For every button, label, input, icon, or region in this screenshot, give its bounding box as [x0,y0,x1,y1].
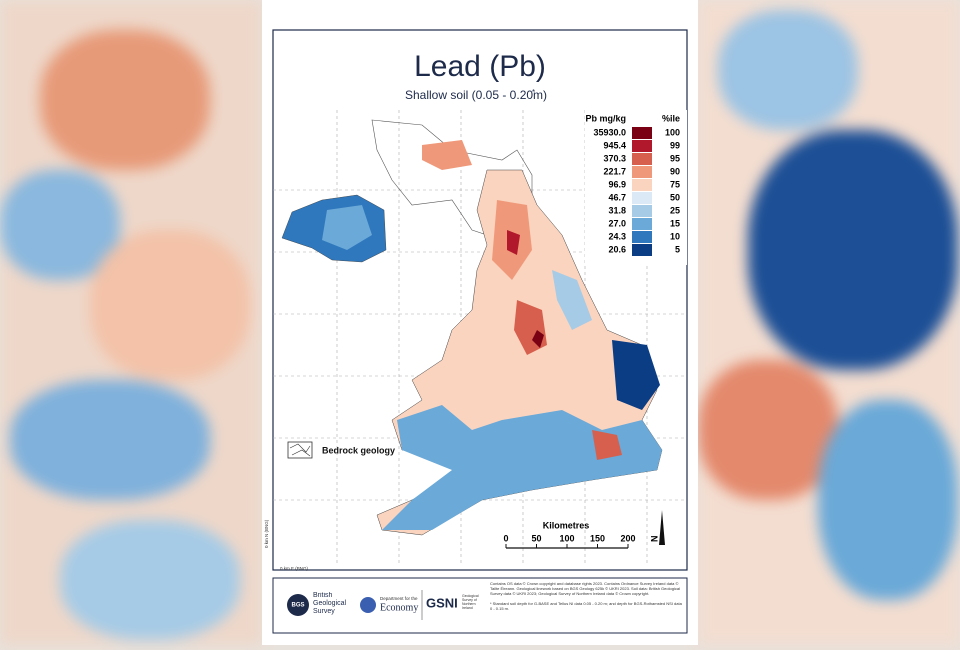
legend-value: 31.8 [608,205,626,215]
legend-value: 945.4 [603,140,626,150]
legend-value: 96.9 [608,179,626,189]
legend-percentile: 15 [670,218,680,228]
gsni-name: GSNI [426,595,458,610]
gsni-small-box: Geological Survey of Northern Ireland [462,594,479,610]
economy-small: Department for the [380,596,418,601]
north-arrow [659,510,665,545]
legend-swatch [632,140,652,152]
scale-bar: Kilometres 0 50 100 150 200 [503,520,636,549]
legend-percentile: 75 [670,179,680,189]
legend-value: 27.0 [608,218,626,228]
legend-swatch [632,153,652,165]
title: Lead (Pb) [414,50,546,83]
legend-value: 35930.0 [593,127,626,137]
legend-percentile: 10 [670,231,680,241]
credits-box: Contains OS data © Crown copyright and d… [490,581,684,611]
credits-text: Contains OS data © Crown copyright and d… [490,581,680,596]
legend-percentile: 5 [675,244,680,254]
legend-swatch [632,127,652,139]
subtitle: Shallow soil (0.05 - 0.20m) [405,88,547,102]
bgs-logo-text: BGS [291,603,304,609]
bgs-logo [287,594,309,616]
legend-percentile: 50 [670,192,680,202]
footnote-mark: * [532,88,535,97]
legend-value: 370.3 [603,153,626,163]
poster: Lead (Pb) Shallow soil (0.05 - 0.20m) * … [262,0,698,645]
map-sheet: Lead (Pb) Shallow soil (0.05 - 0.20m) * … [264,29,688,634]
scale-tick-label: 150 [590,533,605,543]
legend-swatch [632,192,652,204]
north-label: N [649,536,659,543]
scale-tick-label: 50 [531,533,541,543]
axis-north-label: 0 km N (BNG) [264,519,269,548]
legend-percentile: 25 [670,205,680,215]
footer-frame [272,577,688,634]
scale-tick-label: 0 [503,533,508,543]
credits: Contains OS data © Crown copyright and d… [490,581,684,611]
bedrock-swatch [287,441,313,459]
legend-percentile: 99 [670,140,680,150]
scale-tick-label: 100 [559,533,574,543]
legend-value: 20.6 [608,244,626,254]
legend-value: 46.7 [608,192,626,202]
legend-heading: Pb mg/kg [585,113,626,123]
legend-swatch [632,166,652,178]
bgs-name-box: British Geological Survey [313,592,347,615]
bedrock-pattern [289,443,311,457]
legend-swatch [632,218,652,230]
frame [272,29,688,571]
economy-logo [360,597,376,613]
legend-value: 221.7 [603,166,626,176]
legend-percentile: 90 [670,166,680,176]
legend-swatch [632,179,652,191]
legend-heading: %ile [662,113,680,123]
blurred-background [698,0,960,645]
legend: Pb mg/kg %ile 35930.0 100 945.4 99 370.3 95 22… [585,110,687,265]
axis-east-label: 0 km E (BNG) [280,566,309,571]
legend-swatch [632,231,652,243]
bedrock-label: Bedrock geology [322,445,395,455]
economy-name: Economy [380,602,418,613]
legend-percentile: 100 [665,127,680,137]
legend-value: 24.3 [608,231,626,241]
legend-swatch [632,205,652,217]
scale-title: Kilometres [543,520,590,530]
footnote: * Standard soil depth for G-BASE and Tel… [490,601,682,611]
legend-swatch [632,244,652,256]
gsni-small: Geological Survey of Northern Ireland [462,594,479,610]
map [281,119,663,536]
scale-tick-label: 200 [620,533,635,543]
bgs-name: British Geological Survey [313,592,347,615]
legend-percentile: 95 [670,153,680,163]
blurred-background [0,0,262,645]
